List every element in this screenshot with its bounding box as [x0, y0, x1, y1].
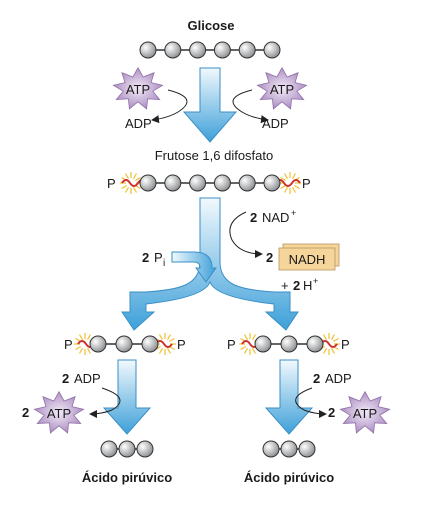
- svg-text:+: +: [291, 208, 296, 218]
- adp-label-left: ADP: [125, 116, 152, 131]
- nad-label: 2 NAD +: [250, 208, 296, 225]
- fructose-label: Frutose 1,6 difosfato: [155, 148, 274, 163]
- svg-text:P: P: [341, 337, 350, 352]
- triose-phosphate-left: P P: [64, 333, 186, 355]
- pyruvic-acid-label-right: Ácido pirúvico: [244, 470, 334, 485]
- adp-label-lower-right: 2 ADP: [313, 371, 352, 386]
- svg-text:i: i: [163, 258, 165, 269]
- carbon-bead: [142, 336, 158, 352]
- glucose-label: Glicose: [188, 18, 235, 33]
- atp-star-lower-left: ATP: [34, 392, 83, 433]
- svg-text:ADP: ADP: [325, 371, 352, 386]
- atp-star-left: ATP: [113, 68, 162, 109]
- carbon-bead: [299, 441, 315, 457]
- pyruvic-acid-label-left: Ácido pirúvico: [82, 470, 172, 485]
- down-arrow-1: [184, 68, 236, 142]
- carbon-bead: [239, 42, 255, 58]
- svg-text:2: 2: [293, 278, 300, 293]
- carbon-bead: [264, 42, 280, 58]
- carbon-bead: [281, 441, 297, 457]
- fructose-chain: P P: [107, 172, 311, 194]
- svg-text:2: 2: [250, 210, 257, 225]
- carbon-bead: [190, 175, 206, 191]
- carbon-bead: [263, 441, 279, 457]
- atp-star-right: ATP: [257, 68, 306, 109]
- svg-text:NADH: NADH: [289, 252, 326, 267]
- carbon-bead: [137, 441, 153, 457]
- atp-coefficient-right: 2: [328, 405, 335, 420]
- svg-text:ATP: ATP: [126, 82, 150, 97]
- svg-text:ATP: ATP: [353, 406, 377, 421]
- svg-text:2: 2: [313, 371, 320, 386]
- svg-text:+: +: [281, 278, 289, 293]
- carbon-bead: [264, 175, 280, 191]
- adp-label-lower-left: 2 ADP: [62, 371, 101, 386]
- pyruvate-chain-right: [263, 441, 315, 457]
- burst-right: [279, 172, 301, 194]
- down-arrow-right: [266, 360, 312, 434]
- svg-text:ATP: ATP: [270, 82, 294, 97]
- carbon-bead: [165, 42, 181, 58]
- svg-text:+: +: [313, 276, 318, 286]
- svg-text:P: P: [177, 337, 186, 352]
- triose-phosphate-right: P P: [227, 333, 350, 355]
- atp-star-lower-right: ATP: [340, 392, 389, 433]
- carbon-bead: [90, 336, 106, 352]
- atp-to-adp-left: [152, 90, 187, 120]
- carbon-bead: [165, 175, 181, 191]
- carbon-bead: [239, 175, 255, 191]
- pi-label: 2 P i: [142, 250, 165, 269]
- svg-text:2: 2: [142, 250, 149, 265]
- svg-text:P: P: [154, 250, 163, 265]
- carbon-bead: [307, 336, 323, 352]
- carbon-bead: [190, 42, 206, 58]
- pyruvate-chain-left: [101, 441, 153, 457]
- glucose-chain: [140, 42, 280, 58]
- adp-label-right: ADP: [262, 116, 289, 131]
- carbon-bead: [140, 42, 156, 58]
- nadh-coefficient: 2: [266, 250, 273, 265]
- svg-text:P: P: [227, 337, 236, 352]
- carbon-bead: [101, 441, 117, 457]
- svg-text:2: 2: [62, 371, 69, 386]
- svg-text:H: H: [303, 278, 312, 293]
- phosphate-right: P: [302, 176, 311, 191]
- down-arrow-left: [104, 360, 150, 434]
- svg-text:NAD: NAD: [262, 210, 289, 225]
- phosphate-left: P: [107, 176, 116, 191]
- svg-text:ADP: ADP: [74, 371, 101, 386]
- atp-coefficient-left: 2: [22, 405, 29, 420]
- h-plus-label: + 2 H +: [281, 276, 318, 293]
- carbon-bead: [214, 42, 230, 58]
- svg-text:P: P: [64, 337, 73, 352]
- carbon-bead: [255, 336, 271, 352]
- carbon-bead: [116, 336, 132, 352]
- carbon-bead: [119, 441, 135, 457]
- svg-text:ATP: ATP: [47, 406, 71, 421]
- carbon-bead: [281, 336, 297, 352]
- nadh-box: NADH: [279, 244, 339, 270]
- carbon-bead: [214, 175, 230, 191]
- carbon-bead: [140, 175, 156, 191]
